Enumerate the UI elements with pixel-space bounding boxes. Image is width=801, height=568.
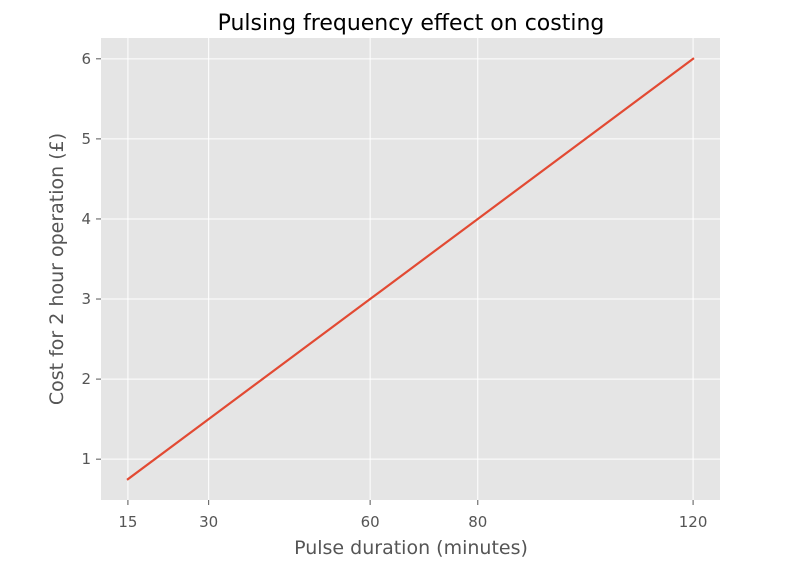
y-tick-label: 1 [81, 450, 91, 468]
y-tick-label: 4 [81, 210, 91, 228]
series-group [126, 57, 695, 481]
y-axis-label: Cost for 2 hour operation (£) [46, 133, 68, 405]
gridlines [101, 38, 720, 500]
x-tick-label: 15 [118, 513, 137, 531]
x-tick-label: 60 [361, 513, 380, 531]
x-tick-label: 30 [199, 513, 218, 531]
x-axis-label: Pulse duration (minutes) [294, 537, 528, 559]
y-tick-label: 3 [81, 290, 91, 308]
y-tick-label: 5 [81, 130, 91, 148]
y-tick-label: 6 [81, 50, 91, 68]
x-tick-label: 120 [679, 513, 708, 531]
series-line [126, 57, 695, 481]
y-axis-ticks: 1 2 3 4 5 6 [81, 50, 101, 468]
x-tick-label: 80 [468, 513, 487, 531]
y-tick-label: 2 [81, 370, 91, 388]
chart-title: Pulsing frequency effect on costing [218, 11, 605, 36]
x-axis-ticks: 15 30 60 80 120 [118, 500, 707, 531]
